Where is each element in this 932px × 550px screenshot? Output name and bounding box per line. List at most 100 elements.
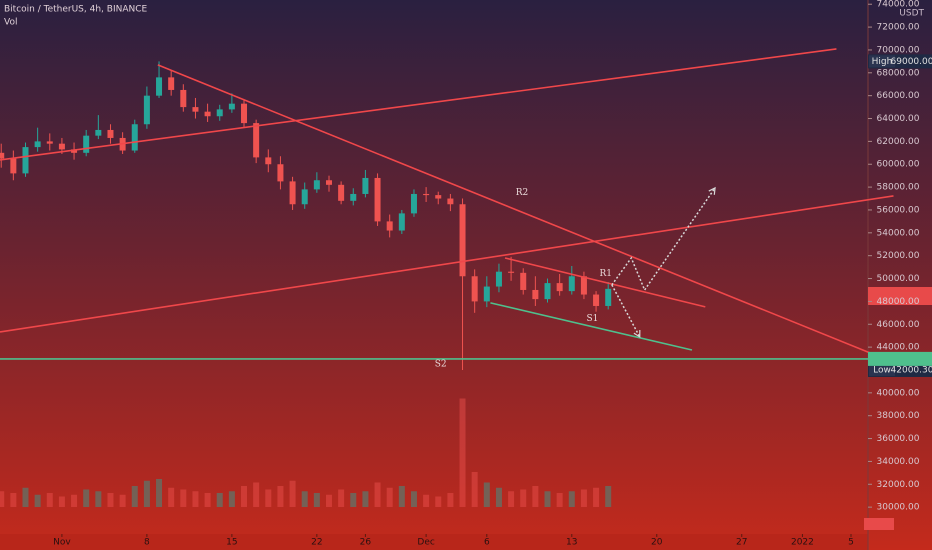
volume-bar	[605, 486, 612, 507]
candle-body	[58, 143, 65, 150]
volume-bar	[471, 472, 478, 507]
volume-box	[864, 518, 894, 530]
volume-bar	[46, 493, 53, 507]
annotation: S2	[435, 359, 447, 369]
volume-bar	[313, 493, 320, 507]
candle-body	[435, 195, 442, 199]
x-tick-label: 27	[736, 538, 747, 548]
x-tick-label: 5	[848, 538, 854, 548]
candle-body	[459, 204, 466, 277]
marker-tag	[869, 55, 895, 68]
volume-bar	[508, 491, 515, 507]
y-tick-label: 60000.00	[877, 160, 920, 170]
volume-bar	[10, 493, 17, 507]
trend-line	[611, 187, 716, 292]
candle-body	[508, 271, 515, 273]
x-tick-label: 20	[651, 538, 663, 548]
candle-body	[520, 272, 527, 290]
volume-bar	[568, 491, 575, 507]
candle-body	[447, 198, 454, 205]
chart-title: Bitcoin / TetherUS, 4h, BINANCE	[4, 5, 148, 15]
volume-bar	[459, 398, 466, 507]
volume-bar	[216, 493, 223, 507]
y-tick-label: 32000.00	[877, 480, 920, 490]
candle-body	[593, 294, 600, 306]
volume-bar	[495, 487, 502, 507]
volume-bar	[253, 482, 260, 507]
volume-bar	[483, 482, 490, 507]
volume-bar	[520, 489, 527, 507]
marker-tag	[869, 363, 895, 376]
volume-bar	[386, 487, 393, 507]
x-tick-label: 6	[484, 538, 490, 548]
candle-body	[532, 289, 539, 300]
annotation: S1	[586, 314, 598, 324]
y-tick-label: 46000.00	[877, 320, 920, 330]
marker-value: 42000.30	[891, 365, 932, 375]
marker-value: 69000.00	[891, 57, 932, 67]
y-tick-label: 56000.00	[877, 205, 920, 215]
volume-bar	[544, 491, 551, 507]
marker-label: Low	[873, 365, 891, 375]
volume-bar	[374, 482, 381, 507]
candle-body	[423, 193, 430, 196]
volume-bar	[580, 489, 587, 507]
x-tick-label: 2022	[791, 538, 814, 548]
trend-line	[0, 48, 837, 161]
volume-bar	[398, 486, 405, 507]
volume-bar	[95, 491, 102, 507]
candle-body	[301, 189, 308, 205]
volume-bar	[325, 494, 332, 507]
candle-body	[325, 180, 332, 185]
candle-body	[277, 164, 284, 182]
x-tick-label: Nov	[53, 538, 71, 548]
volume-bar	[350, 493, 357, 507]
candle-body	[192, 107, 199, 112]
candle-body	[204, 111, 211, 117]
x-tick-label: 15	[226, 538, 237, 548]
marker-label: High	[872, 57, 893, 67]
volume-bar	[593, 487, 600, 507]
volume-label: Vol	[4, 18, 17, 28]
candle-body	[228, 103, 235, 110]
candle-body	[556, 283, 563, 292]
candle-body	[107, 129, 114, 138]
volume-bar	[277, 486, 284, 507]
candle-body	[241, 103, 248, 124]
volume-bar	[119, 494, 126, 507]
volume-bar	[83, 489, 90, 507]
volume-bar	[228, 491, 235, 507]
annotation: R2	[516, 188, 529, 198]
y-tick-label: 62000.00	[877, 137, 920, 147]
y-tick-label: 38000.00	[877, 411, 920, 421]
candle-body	[131, 124, 138, 151]
candle-body	[580, 276, 587, 295]
candle-body	[180, 89, 187, 108]
x-tick-label: 8	[144, 538, 150, 548]
y-tick-label: 44000.00	[877, 343, 920, 353]
candle-body	[471, 276, 478, 302]
candle-body	[46, 141, 53, 144]
y-tick-label: 48000.00	[877, 297, 920, 307]
y-tick-label: 70000.00	[877, 45, 920, 55]
trend-line	[504, 257, 706, 308]
candle-body	[495, 271, 502, 287]
x-tick-label: Dec	[417, 538, 434, 548]
candle-body	[374, 177, 381, 222]
y-tick-label: 30000.00	[877, 503, 920, 513]
candle-body	[0, 152, 5, 159]
x-tick-label: 13	[566, 538, 577, 548]
volume-bar	[58, 496, 65, 507]
candle-body	[22, 147, 29, 174]
candle-body	[253, 123, 260, 158]
y-tick-label: 52000.00	[877, 251, 920, 261]
candle-body	[289, 181, 296, 205]
candle-body	[265, 157, 272, 165]
volume-bar	[71, 494, 78, 507]
candle-body	[95, 129, 102, 136]
low-line-tag	[868, 351, 932, 366]
y-tick-label: 72000.00	[877, 23, 920, 33]
candle-body	[568, 276, 575, 292]
